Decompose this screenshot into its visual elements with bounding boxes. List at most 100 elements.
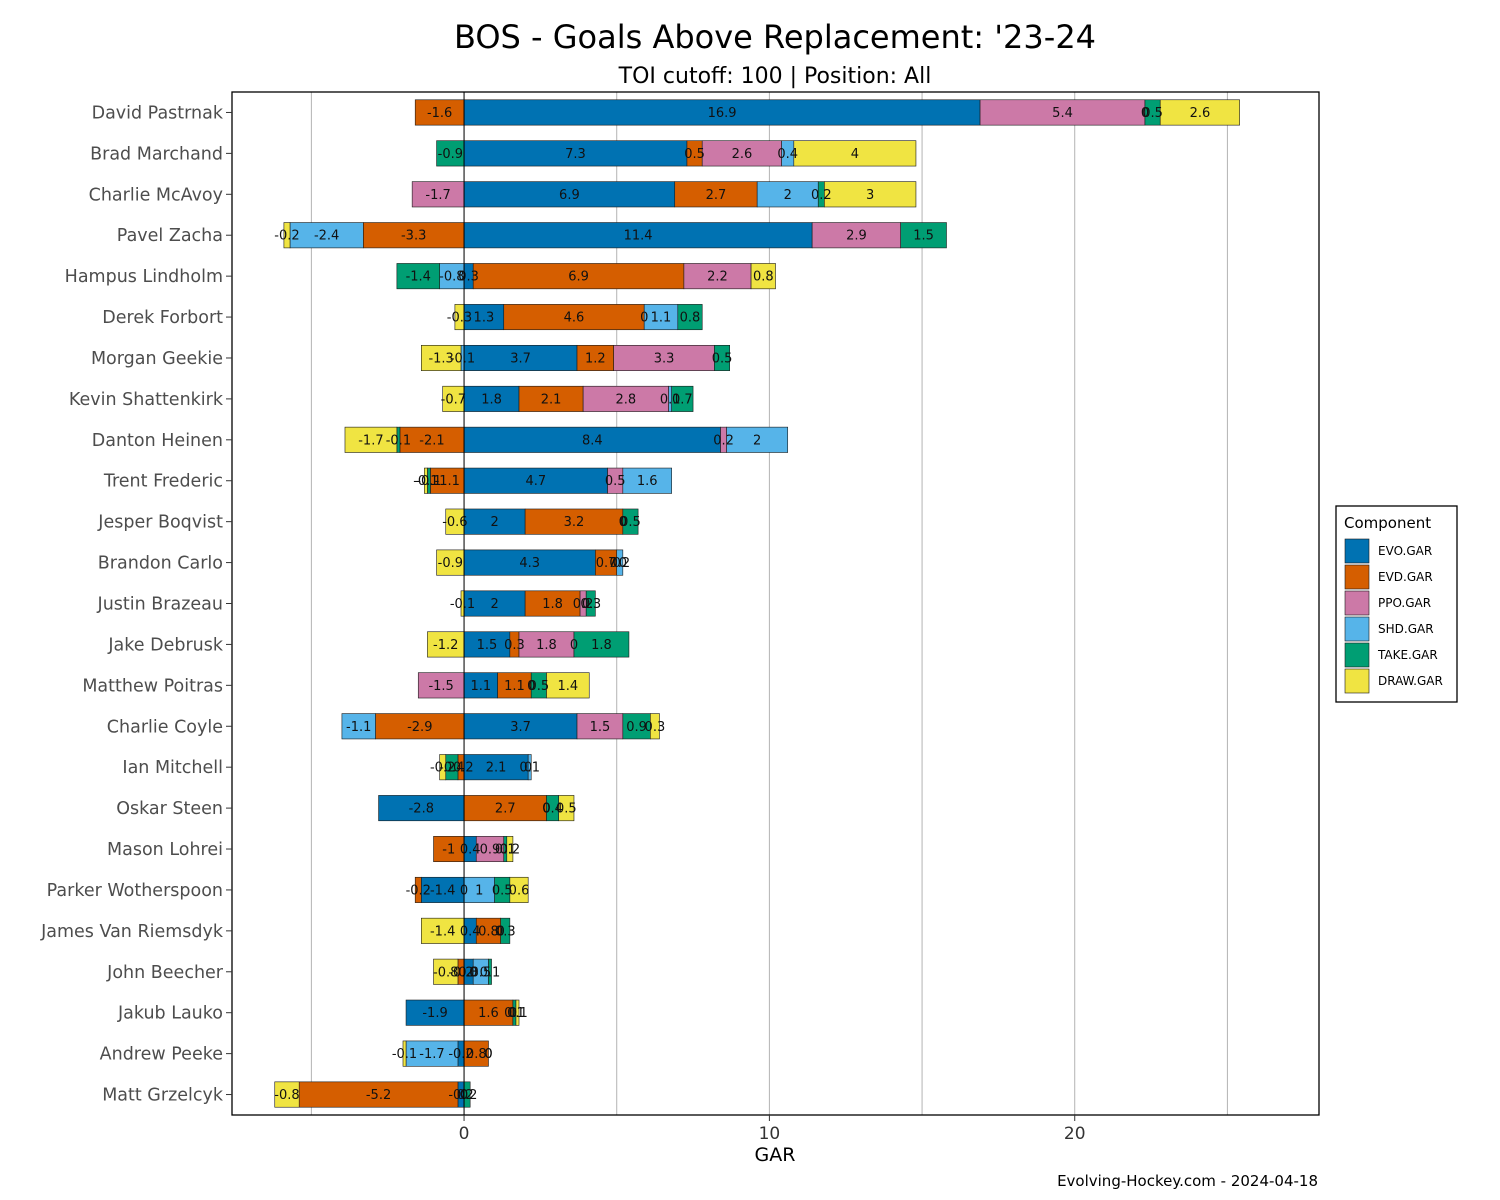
player-label: Ian Mitchell <box>122 758 223 778</box>
segment-value-label: -1.6 <box>427 106 452 121</box>
bar-segment <box>793 140 917 167</box>
bar-segment <box>750 263 776 290</box>
bar-segment <box>463 876 495 903</box>
segment-value-label: 6.9 <box>568 270 589 285</box>
segment-value-label: 1.3 <box>474 311 495 326</box>
segment-value-label: 1.5 <box>477 638 498 653</box>
segment-value-label: 0.7 <box>596 556 617 571</box>
player-label: Jake Debrusk <box>107 635 223 655</box>
segment-value-label: 0.4 <box>542 802 563 817</box>
bar-segment <box>518 631 575 658</box>
segment-value-label: -0.1 <box>450 351 475 366</box>
segment-value-label: -2.8 <box>409 802 434 817</box>
segment-value-label: 0.9 <box>480 843 501 858</box>
segment-value-label: -0.8 <box>274 1088 299 1103</box>
segment-value-label: 0.4 <box>460 843 481 858</box>
plot-panel <box>232 92 1319 1115</box>
bar-segment <box>463 713 578 740</box>
chart-title: BOS - Goals Above Replacement: '23-24 <box>454 18 1096 56</box>
segment-value-label: -0.1 <box>386 433 411 448</box>
chart-subtitle: TOI cutoff: 100 | Position: All <box>618 64 932 89</box>
segment-value-label: 0 <box>542 802 550 817</box>
segment-value-label: -0.6 <box>442 515 467 530</box>
bar-segment <box>463 590 526 617</box>
bar-segment <box>674 181 758 208</box>
segment-value-label: 8.4 <box>582 433 603 448</box>
segment-value-label: -1.3 <box>428 351 453 366</box>
bar-segment <box>344 426 398 453</box>
segment-value-label: -1.5 <box>428 679 453 694</box>
bar-segment <box>524 590 581 617</box>
segment-value-label: -0.8 <box>433 965 458 980</box>
bar-segment <box>439 754 447 781</box>
bar-segment <box>436 549 465 576</box>
segment-value-label: 0 <box>1141 106 1149 121</box>
segment-value-label: -2.1 <box>419 433 444 448</box>
bar-segment <box>524 508 624 535</box>
bar-segment <box>463 426 721 453</box>
bar-segment <box>527 754 532 781</box>
legend-label: TAKE.GAR <box>1377 648 1438 662</box>
bar-segment <box>424 467 428 494</box>
segment-value-label: 1.8 <box>536 638 557 653</box>
bar-segment <box>509 876 529 903</box>
segment-value-label: 1.4 <box>558 679 579 694</box>
segment-value-label: 0.8 <box>478 924 499 939</box>
segment-value-label: 0.8 <box>466 1047 487 1062</box>
player-label: Derek Forbort <box>102 308 223 328</box>
bar-segment <box>463 385 520 412</box>
bar-segment <box>421 917 465 944</box>
bar-segment <box>463 181 676 208</box>
segment-value-label: 0.6 <box>509 883 530 898</box>
segment-value-label: 0.4 <box>460 924 481 939</box>
segment-value-label: 0 <box>469 965 477 980</box>
player-label: Jakub Lauko <box>117 1004 223 1024</box>
player-label: Mason Lohrei <box>107 840 223 860</box>
segment-value-label: 3.3 <box>654 351 675 366</box>
bar-segment <box>576 344 614 371</box>
bar-segment <box>283 222 291 249</box>
bar-segment <box>411 181 465 208</box>
player-label: Andrew Peeke <box>100 1045 223 1065</box>
segment-value-label: 4.7 <box>525 474 546 489</box>
segment-value-label: -1.7 <box>419 1047 444 1062</box>
player-label: Danton Heinen <box>92 431 223 451</box>
bar-segment <box>439 263 465 290</box>
bar-segment <box>475 836 505 863</box>
segment-value-label: 0 <box>613 556 621 571</box>
segment-value-label: 0 <box>640 311 648 326</box>
player-label: Kevin Shattenkirk <box>69 390 224 410</box>
player-label: James Van Riemsdyk <box>40 922 224 942</box>
segment-value-label: 0.5 <box>684 147 705 162</box>
bar-segment <box>274 1081 300 1108</box>
segment-value-label: 0 <box>619 515 627 530</box>
segment-value-label: -1.4 <box>430 924 455 939</box>
segment-value-label: 2 <box>784 188 792 203</box>
bar-segment <box>613 344 715 371</box>
player-label: Brandon Carlo <box>98 554 223 574</box>
bars <box>274 99 1240 1108</box>
bar-segment <box>417 672 465 699</box>
player-label: Charlie Coyle <box>107 717 223 737</box>
segment-value-label: 1.8 <box>481 392 502 407</box>
legend-label: PPO.GAR <box>1378 596 1431 610</box>
bar-segment <box>622 467 672 494</box>
caption: Evolving-Hockey.com - 2024-04-18 <box>1057 1172 1318 1190</box>
segment-value-label: -1 <box>442 843 455 858</box>
segment-value-label: 0.2 <box>811 188 832 203</box>
legend-label: EVD.GAR <box>1378 570 1433 584</box>
bar-segment <box>463 549 596 576</box>
segment-value-label: 6.9 <box>559 188 580 203</box>
segment-value-label: -1.1 <box>435 474 460 489</box>
bar-segment <box>500 917 511 944</box>
bar-segment <box>622 508 639 535</box>
segment-value-label: -0.2 <box>448 965 473 980</box>
bar-segment <box>436 140 465 167</box>
segment-value-label: 1.6 <box>478 1006 499 1021</box>
segment-value-label: 0.5 <box>529 679 550 694</box>
segment-value-label: -0.9 <box>438 147 463 162</box>
segment-value-label: 2.8 <box>616 392 637 407</box>
player-label: Brad Marchand <box>90 144 223 164</box>
segment-value-label: -0.1 <box>392 1047 417 1062</box>
segment-value-label: 16.9 <box>708 106 737 121</box>
